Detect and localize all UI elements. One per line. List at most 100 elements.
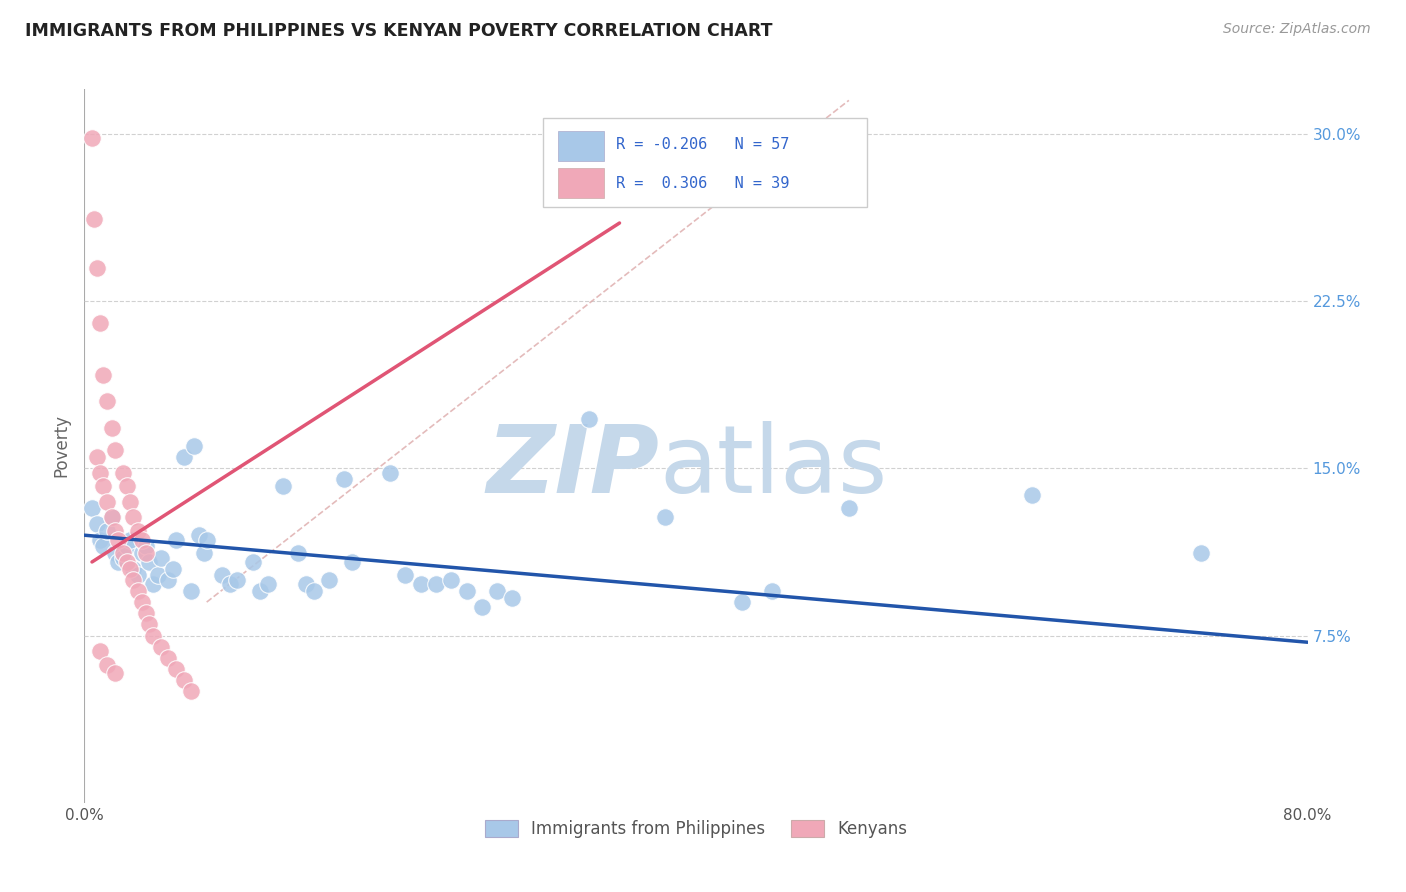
Point xyxy=(249,583,271,598)
Point xyxy=(127,568,149,582)
Point xyxy=(162,562,184,576)
Point xyxy=(654,510,676,524)
Point xyxy=(394,568,416,582)
Point xyxy=(195,533,218,547)
Point xyxy=(138,617,160,632)
Point xyxy=(165,662,187,676)
Point xyxy=(135,607,157,621)
Point xyxy=(89,316,111,330)
Point xyxy=(104,524,127,538)
Point xyxy=(302,583,325,598)
Point xyxy=(104,666,127,681)
Point xyxy=(96,657,118,672)
Point xyxy=(120,533,142,547)
FancyBboxPatch shape xyxy=(558,169,605,198)
Point xyxy=(111,546,134,560)
Point xyxy=(80,131,103,145)
Point xyxy=(127,583,149,598)
Point xyxy=(91,479,114,493)
Point xyxy=(456,583,478,598)
Point xyxy=(115,539,138,553)
Point xyxy=(731,595,754,609)
Point xyxy=(111,550,134,565)
Point xyxy=(96,494,118,508)
Point xyxy=(101,510,124,524)
FancyBboxPatch shape xyxy=(543,118,868,207)
Point xyxy=(138,555,160,569)
Point xyxy=(242,555,264,569)
Point xyxy=(157,573,180,587)
Point xyxy=(165,533,187,547)
Point xyxy=(180,583,202,598)
Point xyxy=(142,577,165,591)
Point xyxy=(440,573,463,587)
Legend: Immigrants from Philippines, Kenyans: Immigrants from Philippines, Kenyans xyxy=(478,813,914,845)
Point xyxy=(318,573,340,587)
Point xyxy=(115,479,138,493)
Point xyxy=(149,550,172,565)
Point xyxy=(115,555,138,569)
Point xyxy=(107,555,129,569)
Point xyxy=(1021,488,1043,502)
Text: ZIP: ZIP xyxy=(486,421,659,514)
Point xyxy=(271,479,294,493)
Text: Source: ZipAtlas.com: Source: ZipAtlas.com xyxy=(1223,22,1371,37)
Point xyxy=(86,516,108,531)
Point xyxy=(107,533,129,547)
Point xyxy=(135,539,157,553)
Point xyxy=(183,439,205,453)
Point xyxy=(578,412,600,426)
Point xyxy=(80,501,103,516)
Point xyxy=(180,684,202,698)
Point xyxy=(1189,546,1212,560)
Point xyxy=(838,501,860,516)
Point xyxy=(287,546,309,560)
Point xyxy=(96,524,118,538)
Point xyxy=(83,211,105,226)
Point xyxy=(226,573,249,587)
Point xyxy=(89,533,111,547)
Point xyxy=(86,260,108,275)
Point xyxy=(486,583,509,598)
Point xyxy=(142,628,165,642)
Point xyxy=(86,450,108,464)
Point xyxy=(295,577,318,591)
FancyBboxPatch shape xyxy=(558,130,605,161)
Point xyxy=(149,640,172,654)
Point xyxy=(104,546,127,560)
Point xyxy=(122,510,145,524)
Point xyxy=(120,494,142,508)
Y-axis label: Poverty: Poverty xyxy=(52,415,70,477)
Point xyxy=(120,562,142,576)
Point xyxy=(257,577,280,591)
Point xyxy=(761,583,783,598)
Text: R = -0.206   N = 57: R = -0.206 N = 57 xyxy=(616,137,790,153)
Point xyxy=(91,539,114,553)
Point xyxy=(173,673,195,687)
Text: IMMIGRANTS FROM PHILIPPINES VS KENYAN POVERTY CORRELATION CHART: IMMIGRANTS FROM PHILIPPINES VS KENYAN PO… xyxy=(25,22,773,40)
Point xyxy=(380,466,402,480)
Point xyxy=(89,644,111,658)
Point xyxy=(193,546,215,560)
Point xyxy=(409,577,432,591)
Text: atlas: atlas xyxy=(659,421,887,514)
Point xyxy=(502,591,524,605)
Point xyxy=(340,555,363,569)
Point xyxy=(146,568,169,582)
Point xyxy=(188,528,211,542)
Point xyxy=(131,546,153,560)
Point xyxy=(211,568,233,582)
Point xyxy=(471,599,494,614)
Point xyxy=(333,473,356,487)
Point xyxy=(131,533,153,547)
Point xyxy=(122,573,145,587)
Point xyxy=(157,651,180,665)
Point xyxy=(127,524,149,538)
Point xyxy=(122,562,145,576)
Point xyxy=(96,394,118,409)
Point xyxy=(111,466,134,480)
Text: R =  0.306   N = 39: R = 0.306 N = 39 xyxy=(616,176,790,191)
Point xyxy=(89,466,111,480)
Point xyxy=(218,577,240,591)
Point xyxy=(101,421,124,435)
